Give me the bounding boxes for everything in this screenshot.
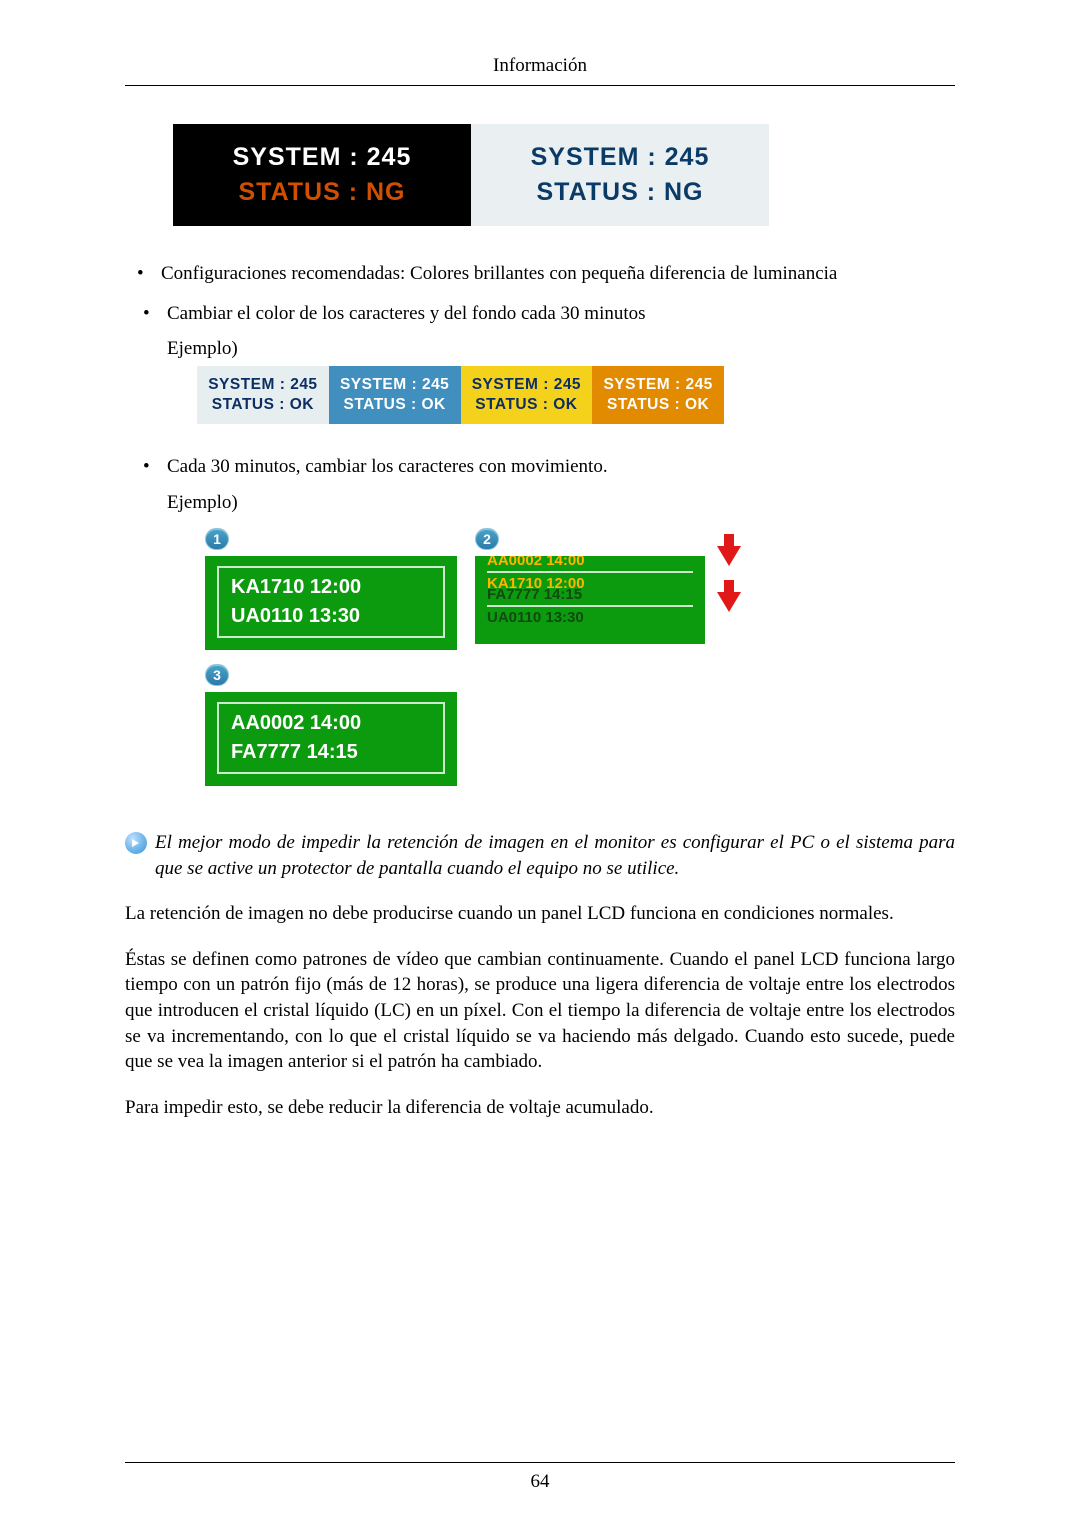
note-text: El mejor modo de impedir la retención de…: [155, 830, 955, 881]
cell-line1: SYSTEM : 245: [208, 376, 317, 394]
paragraph: La retención de imagen no debe producirs…: [125, 901, 955, 927]
header-rule: [125, 85, 955, 86]
figure-movement-panels: 1 KA1710 12:00 UA0110 13:30 2 AA0002 14:…: [197, 520, 752, 794]
arrow-down-icon: [717, 546, 741, 566]
paragraph: Éstas se definen como patrones de vídeo …: [125, 947, 955, 1075]
bullet-recommended-config: Configuraciones recomendadas: Colores br…: [125, 261, 955, 287]
scroll-line: FA7777 14:15: [487, 586, 693, 603]
badge-1: 1: [205, 528, 229, 550]
arrow-down-icon: [717, 592, 741, 612]
scroll-line: UA0110 13:30: [487, 609, 693, 626]
panel-line2: STATUS : NG: [238, 178, 405, 207]
cell-line2: STATUS : OK: [344, 396, 446, 414]
figure-system-status-contrast: SYSTEM : 245 STATUS : NG SYSTEM : 245 ST…: [173, 124, 769, 226]
color-cell-1: SYSTEM : 245 STATUS : OK: [197, 366, 329, 424]
paragraph: Para impedir esto, se debe reducir la di…: [125, 1095, 955, 1121]
cell-line2: STATUS : OK: [212, 396, 314, 414]
example-label-1: Ejemplo): [125, 338, 955, 360]
cell-line1: SYSTEM : 245: [340, 376, 449, 394]
cell-line1: SYSTEM : 245: [472, 376, 581, 394]
color-cell-2: SYSTEM : 245 STATUS : OK: [329, 366, 461, 424]
footer-rule: [125, 1462, 955, 1463]
scroll-arrows: [717, 532, 741, 612]
figure-four-color-cells: SYSTEM : 245 STATUS : OK SYSTEM : 245 ST…: [197, 366, 724, 424]
cell-line2: STATUS : OK: [607, 396, 709, 414]
page-number: 64: [0, 1471, 1080, 1493]
color-cell-4: SYSTEM : 245 STATUS : OK: [592, 366, 724, 424]
schedule-line: FA7777 14:15: [231, 741, 431, 764]
badge-3: 3: [205, 664, 229, 686]
note-row: El mejor modo de impedir la retención de…: [125, 830, 955, 881]
arrow-right-circle-icon: [125, 832, 147, 854]
panel-line1: SYSTEM : 245: [531, 143, 710, 172]
panel-light: SYSTEM : 245 STATUS : NG: [471, 124, 769, 226]
scroll-line: AA0002 14:00: [487, 556, 693, 569]
cell-line1: SYSTEM : 245: [603, 376, 712, 394]
schedule-line: AA0002 14:00: [231, 712, 431, 735]
panel-line2: STATUS : NG: [536, 178, 703, 207]
example-label-2: Ejemplo): [125, 492, 955, 514]
schedule-line: UA0110 13:30: [231, 605, 431, 628]
bullet-change-with-movement: Cada 30 minutos, cambiar los caracteres …: [125, 454, 955, 480]
bullet-change-colors: Cambiar el color de los caracteres y del…: [125, 301, 955, 327]
page-header: Información: [125, 55, 955, 85]
movement-panel-1: KA1710 12:00 UA0110 13:30: [205, 556, 457, 650]
cell-line2: STATUS : OK: [475, 396, 577, 414]
panel-dark: SYSTEM : 245 STATUS : NG: [173, 124, 471, 226]
color-cell-3: SYSTEM : 245 STATUS : OK: [461, 366, 593, 424]
badge-2: 2: [475, 528, 499, 550]
schedule-line: KA1710 12:00: [231, 576, 431, 599]
movement-panel-3: AA0002 14:00 FA7777 14:15: [205, 692, 457, 786]
panel-line1: SYSTEM : 245: [233, 143, 412, 172]
movement-panel-2: AA0002 14:00 KA1710 12:00 FA7777 14:15 U…: [475, 556, 705, 644]
